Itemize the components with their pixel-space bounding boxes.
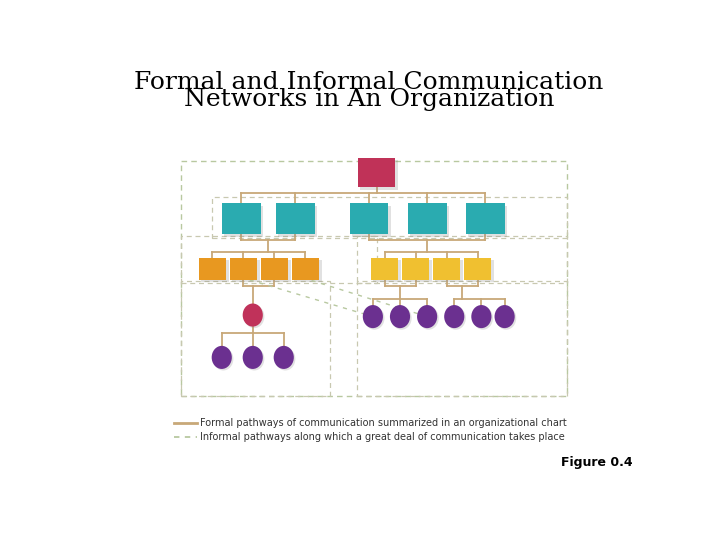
Text: Informal pathways along which a great deal of communication takes place: Informal pathways along which a great de… <box>200 431 564 442</box>
Ellipse shape <box>274 346 294 369</box>
Bar <box>212 197 567 238</box>
Ellipse shape <box>390 305 410 328</box>
Ellipse shape <box>364 307 384 330</box>
FancyBboxPatch shape <box>279 206 317 237</box>
Text: Formal and Informal Communication: Formal and Informal Communication <box>135 71 603 94</box>
Text: Figure 0.4: Figure 0.4 <box>561 456 632 469</box>
Bar <box>181 236 377 284</box>
FancyBboxPatch shape <box>224 206 263 237</box>
FancyBboxPatch shape <box>468 206 507 237</box>
FancyBboxPatch shape <box>435 260 463 282</box>
FancyBboxPatch shape <box>352 206 391 237</box>
Ellipse shape <box>212 346 232 369</box>
FancyBboxPatch shape <box>199 258 226 280</box>
Ellipse shape <box>472 305 492 328</box>
FancyBboxPatch shape <box>408 204 446 234</box>
FancyBboxPatch shape <box>402 258 429 280</box>
FancyBboxPatch shape <box>350 204 388 234</box>
Text: Formal pathways of communication summarized in an organizational chart: Formal pathways of communication summari… <box>200 418 567 428</box>
Ellipse shape <box>275 347 295 370</box>
FancyBboxPatch shape <box>292 258 320 280</box>
Ellipse shape <box>363 305 383 328</box>
FancyBboxPatch shape <box>294 260 322 282</box>
Ellipse shape <box>444 305 464 328</box>
Bar <box>357 281 567 396</box>
Ellipse shape <box>473 307 493 330</box>
FancyBboxPatch shape <box>222 204 261 234</box>
FancyBboxPatch shape <box>276 204 315 234</box>
FancyBboxPatch shape <box>263 260 291 282</box>
FancyBboxPatch shape <box>232 260 260 282</box>
Ellipse shape <box>496 307 516 330</box>
Bar <box>181 161 567 396</box>
FancyBboxPatch shape <box>358 158 395 187</box>
FancyBboxPatch shape <box>261 258 289 280</box>
FancyBboxPatch shape <box>466 204 505 234</box>
FancyBboxPatch shape <box>404 260 432 282</box>
Ellipse shape <box>243 303 263 327</box>
Ellipse shape <box>418 307 438 330</box>
FancyBboxPatch shape <box>373 260 401 282</box>
Ellipse shape <box>244 305 264 328</box>
Ellipse shape <box>243 346 263 369</box>
FancyBboxPatch shape <box>433 258 461 280</box>
FancyBboxPatch shape <box>410 206 449 237</box>
FancyBboxPatch shape <box>230 258 258 280</box>
Ellipse shape <box>244 347 264 370</box>
FancyBboxPatch shape <box>201 260 229 282</box>
Ellipse shape <box>417 305 437 328</box>
Ellipse shape <box>213 347 233 370</box>
Ellipse shape <box>495 305 515 328</box>
FancyBboxPatch shape <box>371 258 398 280</box>
Text: Networks in An Organization: Networks in An Organization <box>184 88 554 111</box>
Ellipse shape <box>392 307 412 330</box>
FancyBboxPatch shape <box>464 258 492 280</box>
FancyBboxPatch shape <box>466 260 494 282</box>
Bar <box>357 236 567 284</box>
FancyBboxPatch shape <box>361 160 397 190</box>
Bar <box>181 281 330 396</box>
Ellipse shape <box>446 307 466 330</box>
